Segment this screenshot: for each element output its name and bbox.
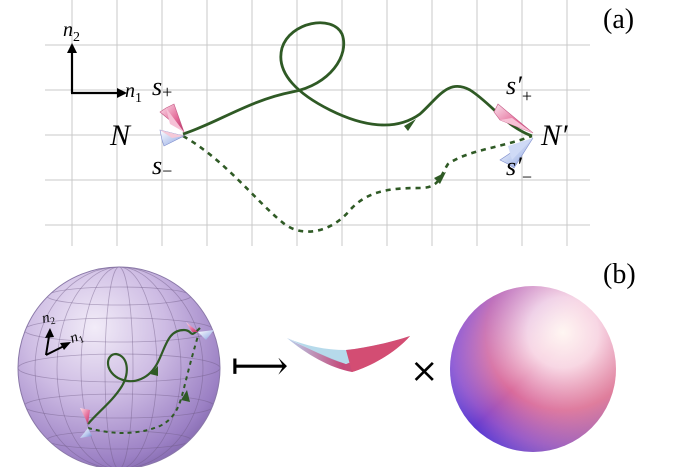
grid xyxy=(45,0,590,246)
s-plus-label: s+ xyxy=(152,72,172,102)
panel-a-label: (a) xyxy=(603,4,634,35)
dashed-path-arrowhead xyxy=(434,172,446,184)
panel-a: n2 n1 N N′ s+ s− s′+ s′− xyxy=(45,0,634,246)
panel-b: (b) n2 n1 xyxy=(17,259,636,467)
panel-b-label: (b) xyxy=(603,259,636,290)
s-minus-label: s− xyxy=(152,151,172,181)
axis-n2-label: n2 xyxy=(63,19,80,45)
sphere-axis-n2-label: n2 xyxy=(41,309,57,329)
s-minus-prime-label: s′− xyxy=(506,152,532,187)
order-parameter-sphere xyxy=(450,286,616,452)
spin-s-plus-prime xyxy=(493,103,534,134)
spin-s-minus-prime xyxy=(499,137,534,169)
point-n-label: N xyxy=(109,119,132,152)
maps-to-symbol: ⟼ xyxy=(231,343,288,389)
saddle-surface xyxy=(287,336,410,372)
point-n-prime-label: N′ xyxy=(540,119,568,152)
torus-sphere: n2 n1 xyxy=(17,266,221,467)
spin-s-plus xyxy=(159,103,185,133)
solid-path xyxy=(182,21,533,138)
s-plus-prime-label: s′+ xyxy=(506,71,532,106)
axis-n1-label: n1 xyxy=(125,80,142,106)
solid-path-arrowhead xyxy=(404,119,416,131)
times-symbol: × xyxy=(410,351,439,391)
dashed-path xyxy=(182,134,533,233)
spin-s-minus xyxy=(159,129,185,147)
